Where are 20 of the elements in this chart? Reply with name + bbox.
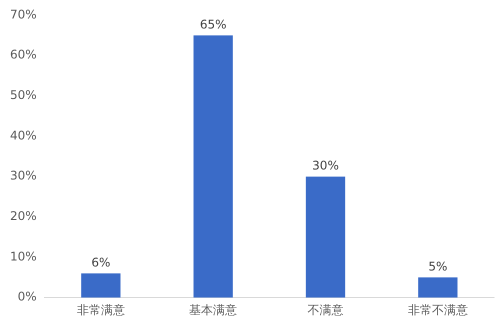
y-tick-label: 10% (10, 249, 37, 264)
data-label: 6% (91, 256, 110, 270)
data-label: 30% (312, 158, 339, 173)
y-tick-label: 40% (10, 128, 37, 142)
data-label: 5% (428, 260, 448, 274)
x-tick-label: 非常满意 (76, 302, 125, 317)
x-tick-label: 基本满意 (189, 302, 238, 317)
bar (81, 273, 120, 298)
y-tick-label: 50% (10, 88, 37, 102)
y-tick-label: 30% (10, 168, 37, 183)
x-tick-label: 非常不满意 (408, 302, 468, 317)
y-tick-label: 70% (10, 7, 37, 22)
data-label: 65% (200, 17, 227, 32)
x-tick-label: 不满意 (308, 302, 344, 317)
bar (194, 35, 233, 298)
y-tick-label: 20% (10, 209, 37, 224)
y-tick-label: 0% (18, 290, 37, 304)
bar (418, 277, 458, 298)
bar (306, 176, 346, 298)
y-tick-label: 60% (10, 48, 37, 62)
